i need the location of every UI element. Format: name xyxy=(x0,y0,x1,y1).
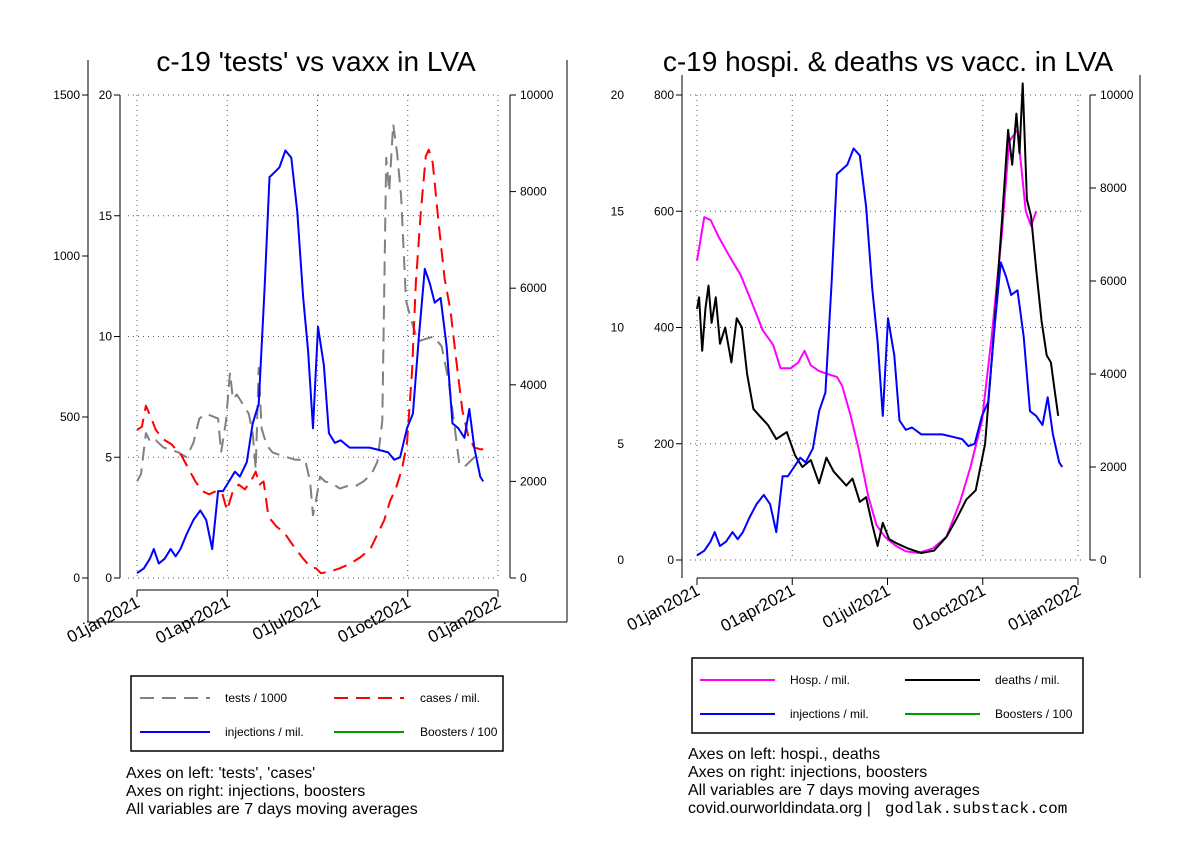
tick-label-x: 01oct2021 xyxy=(335,593,414,647)
tick-label-left-inner: 10 xyxy=(99,330,113,344)
legend-label: injections / mil. xyxy=(225,725,304,739)
tick-label-left-inner: 0 xyxy=(617,553,624,567)
legend-box xyxy=(130,675,504,752)
left-notes: Axes on left: 'tests', 'cases' Axes on r… xyxy=(126,765,418,819)
series-line xyxy=(136,149,485,575)
series-line xyxy=(136,148,484,575)
legend-box xyxy=(691,657,1084,734)
tick-label-left-inner: 15 xyxy=(99,209,113,223)
legend-label: deaths / mil. xyxy=(995,673,1060,687)
note-line: All variables are 7 days moving averages xyxy=(126,801,418,818)
chart-title: c-19 'tests' vs vaxx in LVA xyxy=(156,46,476,77)
tick-label-left-outer: 800 xyxy=(654,88,674,102)
legend-label: injections / mil. xyxy=(790,707,869,721)
tick-label-left-outer: 400 xyxy=(654,321,674,335)
tick-label-left-outer: 600 xyxy=(654,204,674,218)
series-line xyxy=(696,147,1064,557)
credit-text: godlak.substack.com xyxy=(884,800,1068,818)
legend-label: tests / 1000 xyxy=(225,691,287,705)
tick-label-left-inner: 0 xyxy=(105,571,112,585)
tick-label-x: 01jul2021 xyxy=(819,581,893,632)
tick-label-right: 8000 xyxy=(520,185,547,199)
source-text: covid.ourworldindata.org | xyxy=(688,800,871,817)
tick-label-right: 2000 xyxy=(1100,460,1127,474)
chart-title: c-19 hospi. & deaths vs vacc. in LVA xyxy=(663,46,1114,77)
tick-label-left-inner: 15 xyxy=(611,204,625,218)
tick-label-right: 4000 xyxy=(1100,367,1127,381)
legend-label: cases / mil. xyxy=(420,691,480,705)
tick-label-left-inner: 20 xyxy=(611,88,625,102)
legend-label: Hosp. / mil. xyxy=(790,673,850,687)
tick-label-left-outer: 0 xyxy=(73,571,80,585)
tick-label-x: 01jan2022 xyxy=(1005,581,1084,635)
series-line xyxy=(696,128,1038,554)
legend-label: Boosters / 100 xyxy=(995,707,1073,721)
tick-label-left-outer: 500 xyxy=(60,410,80,424)
tick-label-right: 4000 xyxy=(520,378,547,392)
tick-label-left-outer: 200 xyxy=(654,437,674,451)
tick-label-x: 01jul2021 xyxy=(249,593,323,644)
series-line xyxy=(696,82,1060,554)
series-line xyxy=(136,123,483,517)
tick-label-x: 01jan2021 xyxy=(64,593,143,647)
note-line: Axes on right: injections, boosters xyxy=(126,783,366,800)
note-line: Axes on left: hospi., deaths xyxy=(688,746,881,763)
right-chart: c-19 hospi. & deaths vs vacc. in LVA0200… xyxy=(611,46,1141,734)
legend-label: Boosters / 100 xyxy=(420,725,498,739)
tick-label-right: 0 xyxy=(1100,553,1107,567)
tick-label-x: 01jan2022 xyxy=(425,593,504,647)
source-line: covid.ourworldindata.org | godlak.substac… xyxy=(688,800,1067,818)
tick-label-left-inner: 10 xyxy=(611,321,625,335)
tick-label-left-outer: 1500 xyxy=(53,88,80,102)
tick-label-left-outer: 1000 xyxy=(53,249,80,263)
tick-label-x: 01jan2021 xyxy=(624,581,703,635)
note-line: Axes on left: 'tests', 'cases' xyxy=(126,765,316,782)
tick-label-right: 6000 xyxy=(520,281,547,295)
tick-label-left-outer: 0 xyxy=(667,553,674,567)
tick-label-right: 6000 xyxy=(1100,274,1127,288)
tick-label-right: 2000 xyxy=(520,474,547,488)
tick-label-right: 10000 xyxy=(1100,88,1134,102)
left-chart: c-19 'tests' vs vaxx in LVA0500100015000… xyxy=(53,46,568,752)
tick-label-right: 10000 xyxy=(520,88,554,102)
right-notes: Axes on left: hospi., deaths Axes on rig… xyxy=(688,746,1067,818)
tick-label-left-inner: 5 xyxy=(105,450,112,464)
tick-label-right: 0 xyxy=(520,571,527,585)
note-line: All variables are 7 days moving averages xyxy=(688,782,980,799)
tick-label-x: 01apr2021 xyxy=(717,581,798,636)
tick-label-x: 01oct2021 xyxy=(910,581,989,635)
note-line: Axes on right: injections, boosters xyxy=(688,764,928,781)
tick-label-right: 8000 xyxy=(1100,181,1127,195)
tick-label-x: 01apr2021 xyxy=(152,593,233,648)
tick-label-left-inner: 20 xyxy=(99,88,113,102)
tick-label-left-inner: 5 xyxy=(617,437,624,451)
